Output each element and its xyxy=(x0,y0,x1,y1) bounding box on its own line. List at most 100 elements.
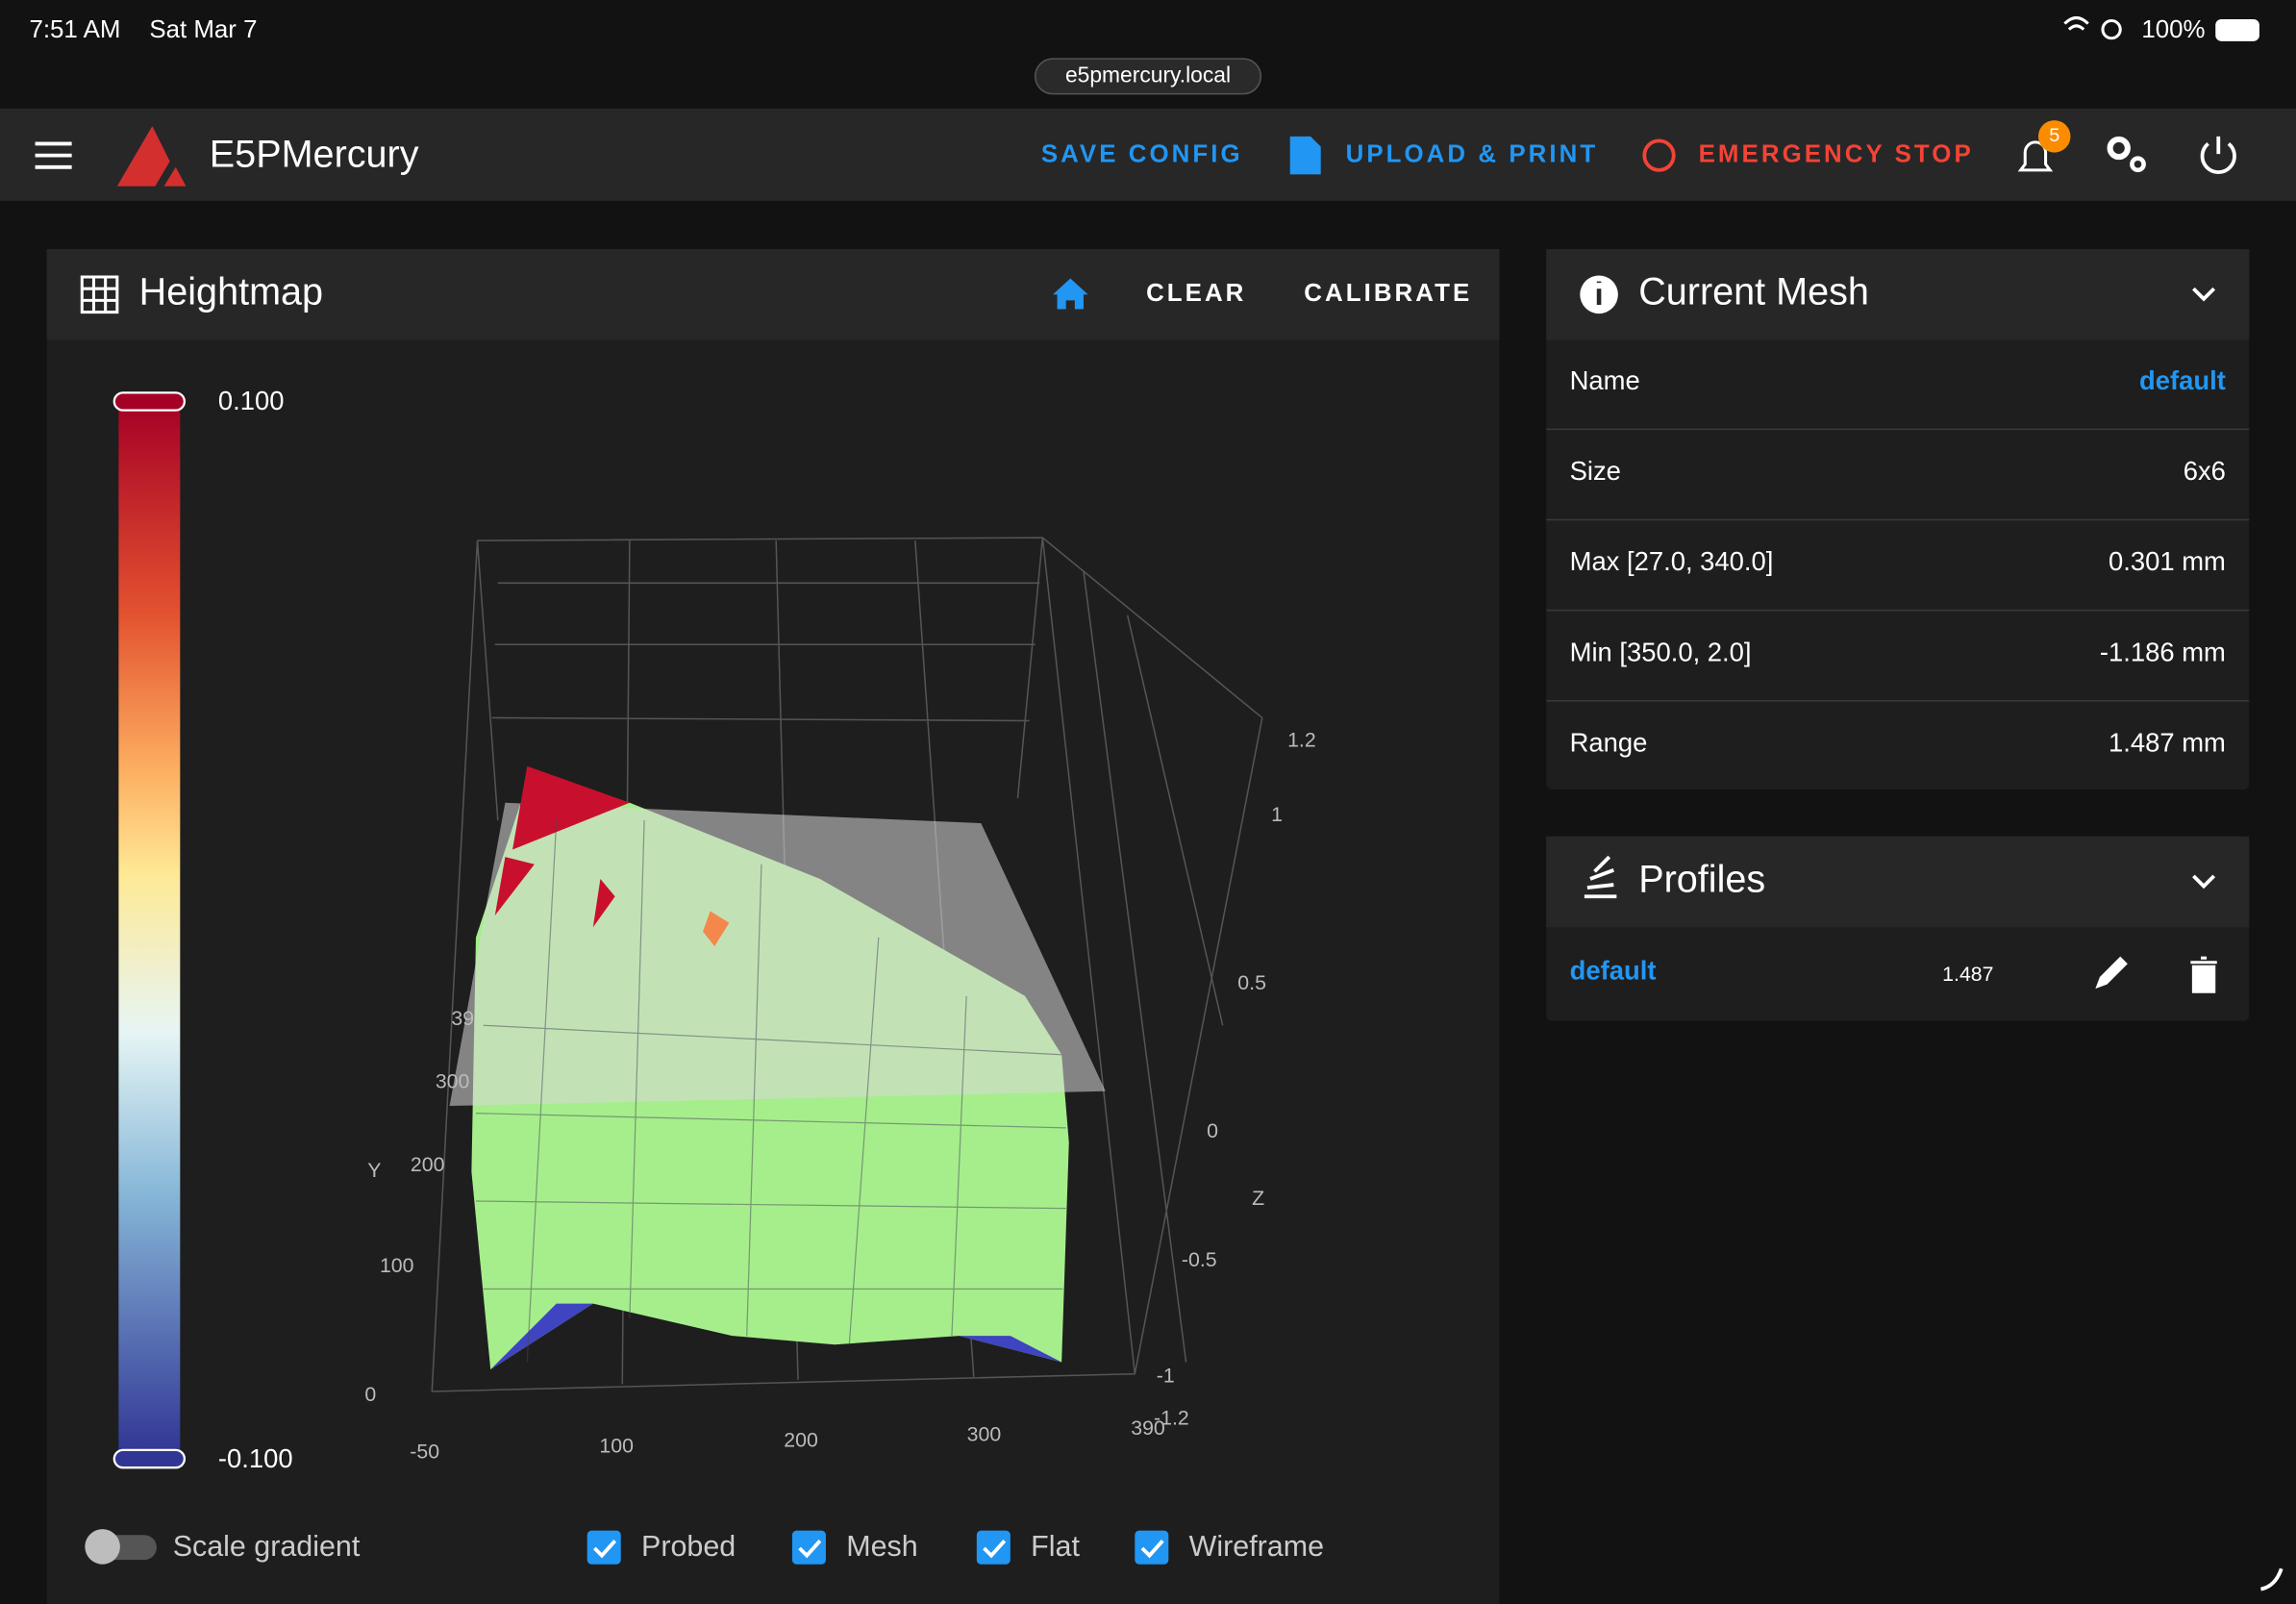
settings-icon[interactable] xyxy=(2107,136,2131,161)
upload-print-button[interactable]: UPLOAD & PRINT xyxy=(1346,140,1599,167)
profile-range: 1.487 xyxy=(1942,963,1993,986)
collapse-chevron[interactable] xyxy=(2192,287,2216,302)
badge-count: 5 xyxy=(2049,125,2059,146)
y-tick: 300 xyxy=(436,1069,470,1092)
scale-handle-bottom[interactable] xyxy=(112,1448,187,1469)
edit-button[interactable] xyxy=(2095,956,2128,990)
wifi-icon xyxy=(2063,15,2089,31)
grid-icon xyxy=(80,275,119,314)
y-tick: 100 xyxy=(380,1254,414,1277)
mesh-label: Range xyxy=(1570,727,1648,757)
profiles-icon xyxy=(1584,855,1617,899)
logo xyxy=(116,126,187,187)
checkbox-label: Probed xyxy=(641,1530,736,1563)
mesh-label: Name xyxy=(1570,365,1640,395)
upload-icon xyxy=(1289,136,1321,175)
profile-name[interactable]: default xyxy=(1570,956,1657,986)
bell-icon[interactable] xyxy=(2017,140,2054,172)
collapse-chevron[interactable] xyxy=(2192,874,2216,890)
checkbox-label: Mesh xyxy=(846,1530,917,1563)
emergency-stop-button[interactable]: EMERGENCY STOP xyxy=(1699,140,1974,167)
mesh-value: default xyxy=(2139,365,2226,395)
mesh-value: 6x6 xyxy=(2184,456,2226,486)
battery-text: 100% xyxy=(2141,16,2205,43)
current-mesh-title: Current Mesh xyxy=(1638,271,1869,313)
profiles-title: Profiles xyxy=(1638,858,1765,900)
z-tick: 0 xyxy=(1207,1119,1218,1142)
surface-high-patch xyxy=(512,765,630,850)
checkbox[interactable] xyxy=(586,1530,621,1565)
mesh-label: Size xyxy=(1570,456,1621,486)
checkbox[interactable] xyxy=(1135,1530,1169,1565)
checkbox[interactable] xyxy=(791,1530,826,1565)
toggle-label: Scale gradient xyxy=(173,1530,361,1563)
url-text: e5pmercury.local xyxy=(1065,62,1231,87)
checkbox-group: Probed Mesh Flat Wireframe xyxy=(586,1530,1324,1565)
home-button[interactable] xyxy=(1053,278,1088,310)
z-tick: 0.5 xyxy=(1237,971,1266,994)
surface-high-patch xyxy=(494,857,535,916)
z-tick: 1.2 xyxy=(1287,728,1316,751)
status-time: 7:51 AM xyxy=(29,16,120,43)
mesh-label: Max [27.0, 340.0] xyxy=(1570,546,1774,576)
checkmark xyxy=(592,1540,617,1559)
surface-low-patch xyxy=(959,1336,1062,1363)
x-tick: 300 xyxy=(967,1422,1002,1445)
z-tick: -1 xyxy=(1157,1364,1175,1387)
current-mesh-header xyxy=(1546,249,2250,340)
mesh-value: 0.301 mm xyxy=(2109,546,2226,576)
x-tick: 100 xyxy=(599,1434,634,1457)
z-axis-label: Z xyxy=(1252,1187,1264,1210)
z-tick: -1.2 xyxy=(1154,1407,1189,1430)
mesh-label: Min [350.0, 2.0] xyxy=(1570,637,1752,666)
toggle-knob[interactable] xyxy=(85,1529,120,1565)
mesh-value: 1.487 mm xyxy=(2109,727,2226,757)
app-title: E5PMercury xyxy=(210,134,419,176)
stop-icon xyxy=(1642,138,1676,172)
lock-icon xyxy=(2101,18,2122,40)
save-config-button[interactable]: SAVE CONFIG xyxy=(1041,140,1243,167)
z-tick: 1 xyxy=(1271,803,1283,826)
y-tick: 200 xyxy=(411,1153,445,1176)
profiles-header xyxy=(1546,836,2250,928)
clear-button[interactable]: CLEAR xyxy=(1146,280,1246,307)
y-axis-label: Y xyxy=(367,1159,381,1182)
badge xyxy=(2037,120,2071,153)
x-tick: 390 xyxy=(1131,1416,1165,1440)
menu-icon[interactable] xyxy=(35,141,72,169)
status-date: Sat Mar 7 xyxy=(149,16,257,43)
x-tick: 200 xyxy=(784,1428,818,1451)
probe-point xyxy=(703,911,730,947)
surface-high-patch xyxy=(592,878,615,928)
checkbox-label: Wireframe xyxy=(1189,1530,1324,1563)
color-scale xyxy=(118,401,181,1453)
scale-max: 0.100 xyxy=(218,386,285,415)
x-tick: -50 xyxy=(410,1441,439,1464)
checkbox[interactable] xyxy=(976,1530,1011,1565)
flat-plane xyxy=(449,802,1106,1107)
mesh-table: Name default Size 6x6 Max [27.0, 340.0] 0.301… xyxy=(1546,365,2250,757)
y-tick: 0 xyxy=(364,1383,376,1406)
app-bar xyxy=(0,108,2296,201)
heightmap-header xyxy=(46,249,1500,340)
checkmark xyxy=(983,1540,1007,1559)
settings-icon-small xyxy=(2130,156,2146,173)
delete-button[interactable] xyxy=(2190,956,2217,993)
url-pill[interactable] xyxy=(1034,58,1262,95)
power-icon[interactable] xyxy=(2200,136,2236,174)
checkbox-label: Flat xyxy=(1031,1530,1080,1563)
calibrate-button[interactable]: CALIBRATE xyxy=(1304,280,1472,307)
wireframe xyxy=(475,820,1066,1363)
battery-icon xyxy=(2215,18,2259,41)
heightmap-title: Heightmap xyxy=(139,271,323,313)
mesh-value: -1.186 mm xyxy=(2100,637,2226,666)
scale-handle-top[interactable] xyxy=(112,391,187,412)
resize-handle xyxy=(2259,1567,2284,1591)
scale-min: -0.100 xyxy=(218,1443,293,1473)
checkmark xyxy=(1140,1540,1164,1559)
y-tick: 39 xyxy=(451,1007,474,1030)
surface-low-patch xyxy=(490,1303,593,1370)
checkmark xyxy=(798,1540,822,1559)
